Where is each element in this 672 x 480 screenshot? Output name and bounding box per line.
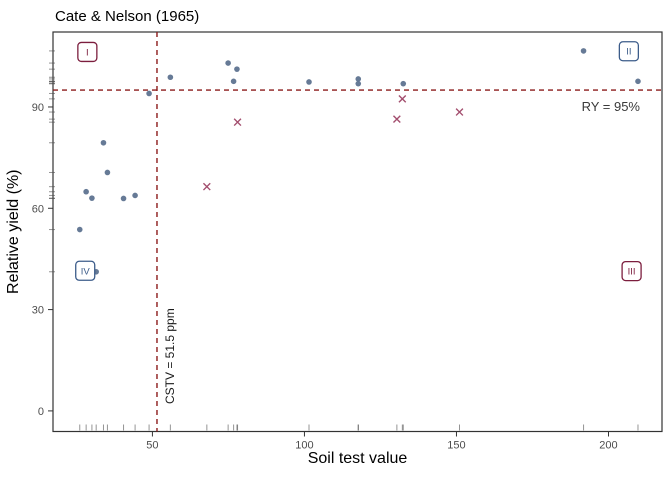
- quadrant-I-box: [77, 41, 98, 63]
- data-point: [400, 80, 407, 87]
- data-point: [225, 60, 231, 66]
- misclassified-point: [455, 108, 464, 116]
- data-point: [355, 80, 362, 87]
- y-tick-label: 0: [38, 406, 44, 418]
- y-axis-title: Relative yield (%): [5, 170, 22, 294]
- x-tick-label: 150: [447, 440, 465, 452]
- quadrant-IV-box: [75, 260, 96, 281]
- ry-annotation: RY = 95%: [582, 99, 641, 114]
- quadrant-III-label: III: [628, 267, 636, 278]
- cstv-annotation: CSTV = 51.5 ppm: [163, 308, 177, 404]
- data-point: [83, 188, 89, 195]
- data-point: [132, 192, 138, 199]
- plot-title: Cate & Nelson (1965): [55, 8, 199, 25]
- data-point: [104, 169, 111, 176]
- data-point: [306, 79, 312, 85]
- data-point: [76, 226, 83, 233]
- x-tick-label: 50: [146, 440, 158, 452]
- quadrant-IV-label: IV: [81, 266, 91, 277]
- y-tick-label: 60: [32, 203, 44, 215]
- quadrant-I-label: I: [86, 47, 89, 58]
- data-point: [635, 78, 641, 85]
- misclassified-point: [233, 118, 242, 127]
- data-point: [167, 74, 174, 81]
- data-point: [234, 66, 240, 72]
- quadrant-II-label: II: [626, 47, 631, 58]
- data-point: [580, 48, 587, 54]
- x-tick-label: 200: [599, 440, 617, 452]
- data-point: [230, 78, 237, 85]
- x-tick-label: 100: [295, 440, 313, 452]
- data-point: [355, 76, 362, 82]
- y-tick-label: 30: [32, 305, 44, 317]
- quadrant-III-box: [621, 260, 642, 282]
- data-point: [89, 195, 95, 201]
- y-tick-label: 90: [32, 102, 44, 114]
- quadrant-II-box: [618, 41, 640, 62]
- misclassified-point: [202, 182, 211, 191]
- data-point: [100, 139, 107, 146]
- misclassified-point: [392, 115, 401, 124]
- x-axis-title: Soil test value: [308, 450, 408, 467]
- data-point: [120, 195, 127, 202]
- misclassified-point: [398, 94, 407, 103]
- data-point: [146, 90, 152, 97]
- plot-panel-border: [52, 31, 663, 433]
